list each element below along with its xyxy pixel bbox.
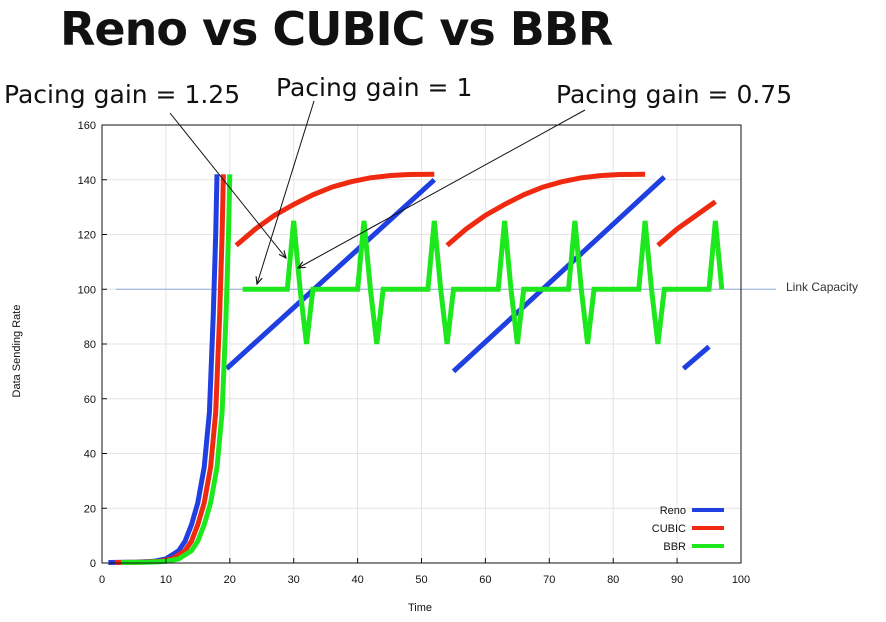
y-tick-label: 160 [78, 120, 96, 132]
x-tick-label: 50 [415, 574, 427, 586]
x-tick-label: 90 [671, 574, 683, 586]
annotation-pacing-gain-1-25: Pacing gain = 1.25 [4, 80, 241, 109]
annotation-arrow-0-75 [298, 109, 586, 268]
series-line-cubic [656, 199, 717, 248]
slide-title: Reno vs CUBIC vs BBR [60, 2, 613, 56]
series-line-cubic [114, 174, 226, 565]
legend-label-reno: Reno [660, 505, 686, 517]
series-line-bbr [242, 220, 725, 345]
link-capacity-label: Link Capacity [786, 280, 859, 294]
y-tick-label: 0 [90, 558, 96, 570]
x-tick-label: 70 [543, 574, 555, 586]
y-tick-label: 80 [84, 339, 96, 351]
annotation-arrow-1 [257, 100, 315, 284]
x-tick-label: 40 [351, 574, 363, 586]
series-line-reno [681, 344, 711, 371]
y-tick-label: 100 [78, 284, 96, 296]
series-line-bbr [121, 174, 233, 565]
y-axis-label: Data Sending Rate [11, 304, 23, 398]
annotation-arrow-1-25 [169, 112, 286, 258]
annotation-pacing-gain-0-75: Pacing gain = 0.75 [556, 80, 793, 109]
y-tick-label: 60 [84, 394, 96, 406]
series-line-cubic [445, 171, 646, 248]
x-tick-label: 20 [224, 574, 236, 586]
series-line-reno [451, 175, 666, 374]
y-tick-label: 120 [78, 230, 96, 242]
series-line-cubic [234, 171, 435, 248]
x-tick-label: 100 [732, 574, 750, 586]
x-tick-label: 60 [479, 574, 491, 586]
x-tick-label: 0 [99, 574, 105, 586]
x-axis-label: Time [407, 602, 433, 614]
y-tick-label: 140 [78, 175, 96, 187]
x-tick-label: 80 [607, 574, 619, 586]
series-line-reno [224, 177, 436, 371]
x-tick-label: 10 [160, 574, 172, 586]
legend-label-cubic: CUBIC [652, 523, 686, 535]
legend-label-bbr: BBR [663, 541, 686, 553]
x-tick-label: 30 [288, 574, 300, 586]
y-tick-label: 40 [84, 449, 96, 461]
annotation-pacing-gain-1: Pacing gain = 1 [276, 73, 473, 102]
series-line-reno [108, 174, 220, 565]
y-tick-label: 20 [84, 503, 96, 515]
